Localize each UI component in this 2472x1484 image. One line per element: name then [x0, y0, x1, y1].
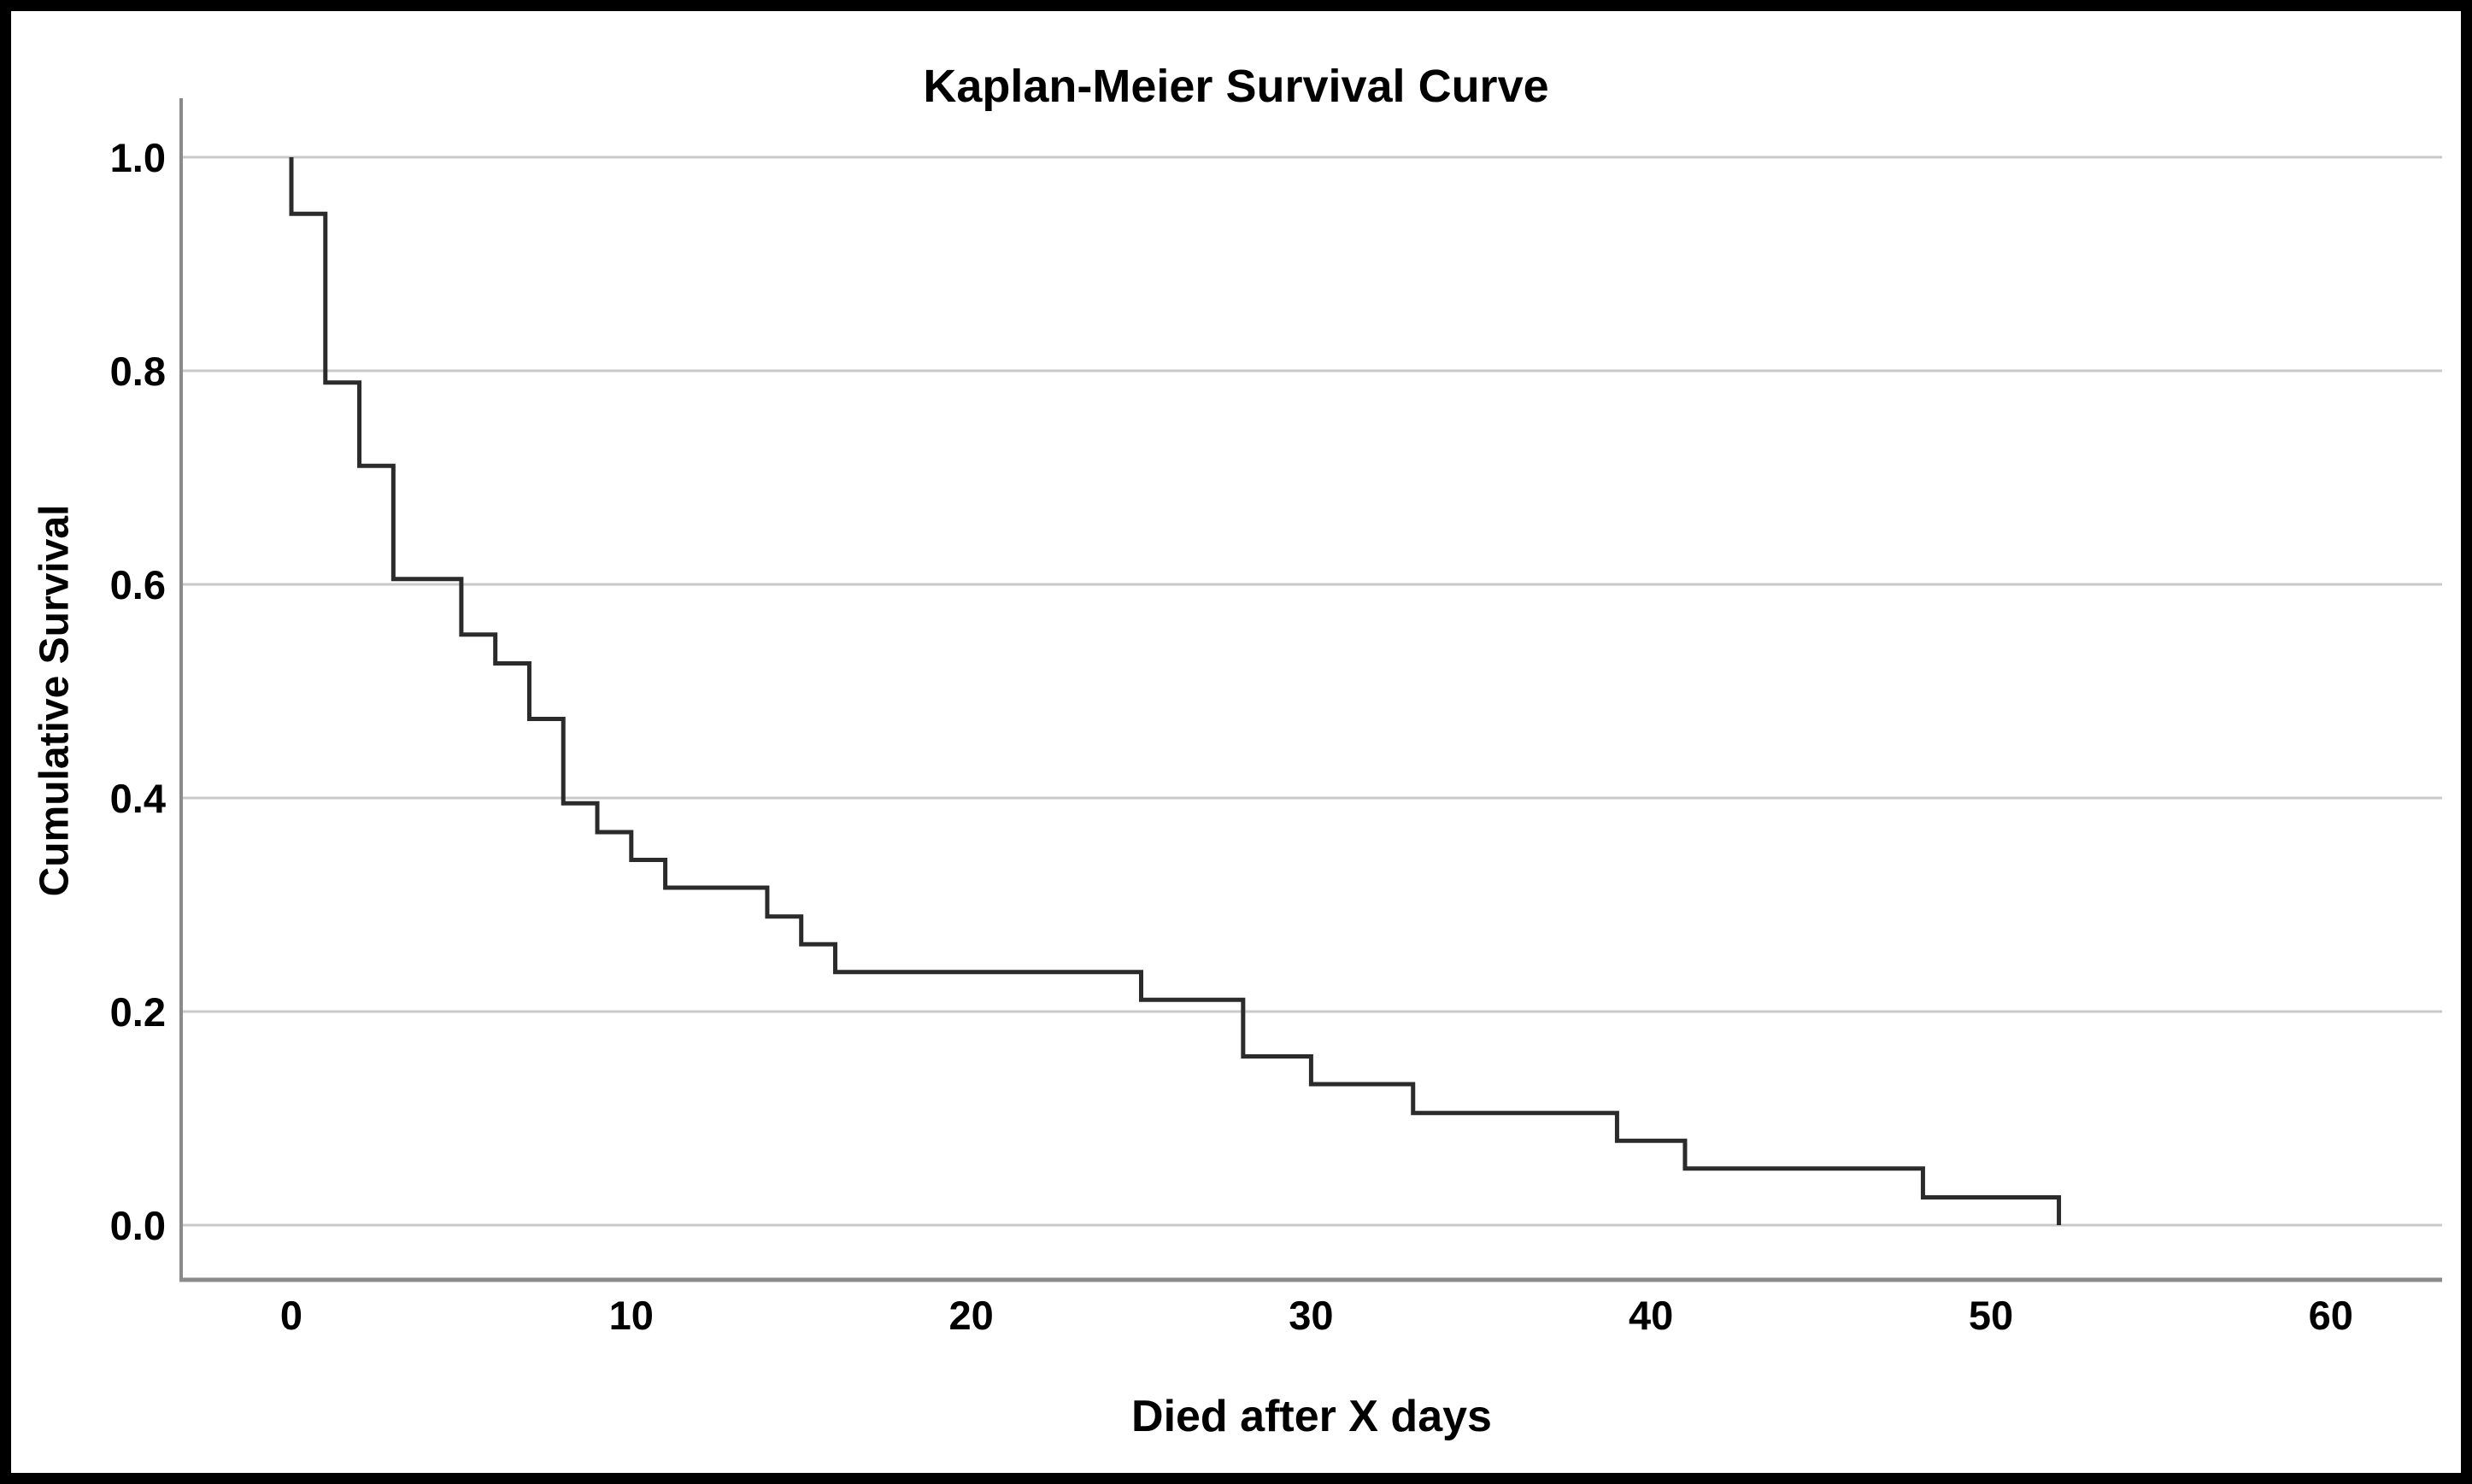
y-axis-label: Cumulative Survival — [32, 504, 78, 897]
y-tick-label: 0.2 — [109, 989, 166, 1035]
x-tick-label: 0 — [279, 1293, 303, 1338]
x-tick-label: 30 — [1289, 1293, 1334, 1338]
y-tick-label: 0.0 — [109, 1203, 166, 1248]
y-tick-label: 0.4 — [109, 776, 166, 821]
chart-title: Kaplan-Meier Survival Curve — [923, 61, 1549, 112]
y-tick-label: 0.6 — [109, 562, 166, 607]
x-axis-label: Died after X days — [1131, 1392, 1492, 1441]
x-tick-label: 10 — [608, 1293, 654, 1338]
y-tick-label: 0.8 — [109, 349, 166, 394]
x-tick-label: 60 — [2308, 1293, 2353, 1338]
survival-step-curve — [289, 157, 2062, 1225]
x-tick-label: 50 — [1968, 1293, 2014, 1338]
y-tick-label: 1.0 — [109, 135, 166, 180]
x-tick-label: 40 — [1629, 1293, 1674, 1338]
gridlines — [181, 155, 2442, 1227]
axis-lines — [179, 98, 2442, 1282]
x-tick-label: 20 — [948, 1293, 994, 1338]
